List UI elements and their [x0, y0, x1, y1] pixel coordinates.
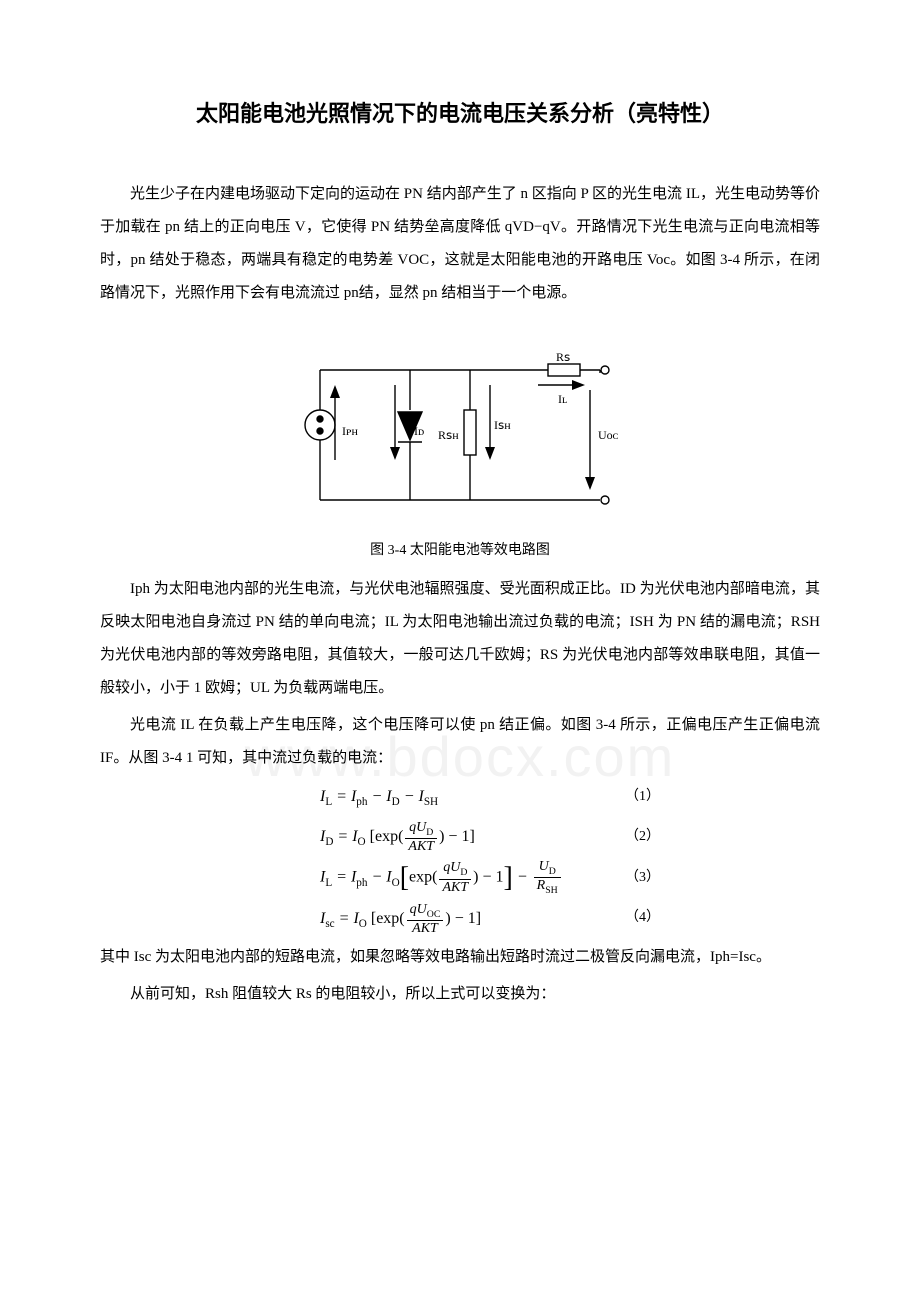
label-id: Iᴅ — [414, 418, 424, 444]
circuit-diagram-container: Iᴘʜ Iᴅ Rꜱʜ Iꜱʜ Rꜱ Iʟ Uᴏᴄ — [100, 330, 820, 530]
equation-4-number: （4） — [625, 903, 660, 934]
equation-2: ID = IO [exp(qUDAKT) − 1] （2） — [100, 819, 820, 855]
equation-1: IL = Iph − ID − ISH （1） — [100, 779, 820, 815]
equation-1-number: （1） — [625, 782, 660, 813]
equation-3: IL = Iph − IO[exp(qUDAKT) − 1] − UDRSH （… — [100, 859, 820, 897]
label-ish: Iꜱʜ — [494, 412, 511, 438]
paragraph-2: Iph 为太阳电池内部的光生电流，与光伏电池辐照强度、受光面积成正比。ID 为光… — [100, 573, 820, 705]
page-title: 太阳能电池光照情况下的电流电压关系分析（亮特性） — [100, 90, 820, 138]
circuit-diagram: Iᴘʜ Iᴅ Rꜱʜ Iꜱʜ Rꜱ Iʟ Uᴏᴄ — [280, 330, 640, 530]
paragraph-1: 光生少子在内建电场驱动下定向的运动在 PN 结内部产生了 n 区指向 P 区的光… — [100, 178, 820, 310]
label-iph: Iᴘʜ — [342, 418, 358, 444]
label-rs: Rꜱ — [556, 344, 570, 370]
label-uoc: Uᴏᴄ — [598, 422, 618, 448]
paragraph-4: 其中 Isc 为太阳电池内部的短路电流，如果忽略等效电路输出短路时流过二极管反向… — [100, 941, 820, 974]
equation-3-number: （3） — [625, 863, 660, 894]
page-content: 太阳能电池光照情况下的电流电压关系分析（亮特性） 光生少子在内建电场驱动下定向的… — [100, 90, 820, 1011]
equation-4-body: Isc = IO [exp(qUOCAKT) − 1] — [320, 901, 481, 937]
circuit-svg — [280, 330, 640, 530]
paragraph-5: 从前可知，Rsh 阻值较大 Rs 的电阻较小，所以上式可以变换为： — [100, 978, 820, 1011]
equation-1-body: IL = Iph − ID − ISH — [320, 779, 438, 815]
label-il: Iʟ — [558, 386, 567, 412]
label-rsh: Rꜱʜ — [438, 422, 459, 448]
equation-4: Isc = IO [exp(qUOCAKT) − 1] （4） — [100, 901, 820, 937]
figure-caption: 图 3-4 太阳能电池等效电路图 — [100, 536, 820, 567]
equation-3-body: IL = Iph − IO[exp(qUDAKT) − 1] − UDRSH — [320, 859, 563, 897]
equation-2-number: （2） — [625, 822, 660, 853]
paragraph-3: 光电流 IL 在负载上产生电压降，这个电压降可以使 pn 结正偏。如图 3-4 … — [100, 709, 820, 775]
equation-2-body: ID = IO [exp(qUDAKT) − 1] — [320, 819, 475, 855]
